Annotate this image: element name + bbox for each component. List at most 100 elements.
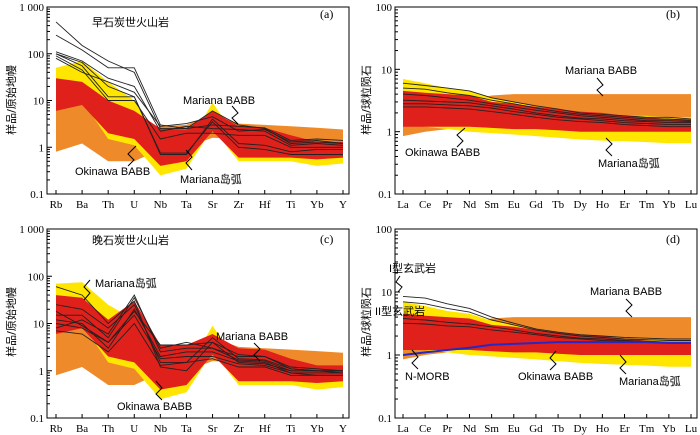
svg-text:Okinawa BABB: Okinawa BABB (518, 371, 593, 383)
x-tick-label-d: Er (619, 423, 630, 435)
svg-text:Mariana岛弧: Mariana岛弧 (598, 156, 660, 170)
x-tick-label-d: Dy (574, 423, 588, 435)
annotation-d-okinawa-babb: Okinawa BABB (518, 350, 593, 383)
x-tick-label-a: Zr (233, 199, 244, 211)
x-tick-label-a: Ta (181, 199, 192, 211)
y-tick-label-a: 0.1 (30, 189, 44, 201)
plot-frame-b (394, 6, 698, 195)
panel-b: 0.1 1 10 100 La Ce Pr Nd Sm Eu Gd Tb Dy Ho Er Tm Yb Lu (b… (359, 2, 698, 211)
y-tick-label-d: 100 (376, 224, 393, 236)
ticks-b: 0.1 1 10 100 La Ce Pr Nd Sm Eu Gd Tb Dy Ho Er Tm Yb Lu (376, 2, 698, 211)
x-tick-label-c: Zr (233, 423, 244, 435)
svg-text:Okinawa BABB: Okinawa BABB (405, 147, 480, 159)
x-tick-label-b: Tb (552, 199, 565, 211)
svg-text:Mariana岛弧: Mariana岛弧 (95, 276, 157, 290)
annotation-d-mariana-babb: Mariana BABB (590, 286, 662, 318)
lines-d (402, 295, 691, 356)
y-tick-label-c: 100 (28, 271, 45, 283)
svg-text:Mariana BABB: Mariana BABB (183, 95, 255, 107)
series-line-d-1 (402, 301, 691, 341)
panel-a-label: (a) (320, 7, 333, 21)
lines-a (55, 21, 344, 155)
x-tick-label-c: Hf (259, 423, 271, 435)
x-tick-label-d: Ho (596, 423, 610, 435)
x-tick-label-d: Tm (639, 423, 655, 435)
series-line-b-5 (403, 106, 691, 128)
series-line-b-2 (402, 93, 692, 123)
x-tick-label-a: Th (102, 199, 115, 211)
annotation-b-okinawa-babb: Okinawa BABB (405, 127, 480, 159)
x-tick-label-b: Ho (596, 199, 610, 211)
svg-text:Mariana BABB: Mariana BABB (216, 331, 288, 343)
panel-a: 0.1 1 10 100 1 000 Rb Ba Th U Nb Ta Sr Zr Hf Ti Yb Y 早石炭… (4, 2, 350, 211)
series-line-a-0 (55, 21, 344, 141)
series-line-b-4 (403, 103, 691, 126)
annotation-b-mariana-babb: Mariana BABB (565, 65, 637, 97)
x-tick-label-c: Y (339, 423, 347, 435)
x-tick-label-d: Tb (552, 423, 565, 435)
svg-text:Okinawa BABB: Okinawa BABB (117, 401, 192, 413)
svg-text:II型玄武岩: II型玄武岩 (375, 304, 425, 318)
x-tick-label-d: Eu (508, 423, 521, 435)
annotation-d-type2-basalt: II型玄武岩 (375, 304, 425, 318)
x-tick-label-b: Pr (442, 199, 452, 211)
x-tick-label-c: Rb (50, 423, 63, 435)
y-tick-label-b: 100 (376, 2, 393, 14)
x-tick-label-a: Hf (259, 199, 271, 211)
x-tick-label-c: Ta (181, 423, 192, 435)
series-line-a-5 (55, 55, 343, 148)
series-line-b-0 (402, 82, 692, 120)
y-tick-label-c: 0.1 (30, 413, 44, 425)
x-tick-label-c: Yb (310, 423, 324, 435)
x-tick-label-b: Er (619, 199, 630, 211)
panel-d-ylabel: 样品/球粒陨石 (359, 287, 373, 357)
x-tick-label-a: Rb (50, 199, 63, 211)
frame-d (394, 228, 698, 419)
x-tick-label-c: Sr (208, 423, 218, 435)
annotation-c-mariana-babb: Mariana BABB (216, 331, 288, 362)
x-tick-label-a: U (130, 199, 138, 211)
x-tick-label-c: Th (102, 423, 115, 435)
y-tick-label-d: 1 (387, 350, 393, 362)
x-tick-label-a: Nb (154, 199, 168, 211)
panel-c-ylabel: 样品/原始地幔 (4, 287, 18, 357)
svg-text:N-MORB: N-MORB (405, 371, 450, 383)
panel-c-title: 晚石炭世火山岩 (92, 233, 169, 247)
x-tick-label-b: Yb (662, 199, 676, 211)
x-tick-label-c: U (130, 423, 138, 435)
x-tick-label-a: Y (339, 199, 347, 211)
series-line-c-5 (55, 294, 344, 374)
x-tick-label-b: La (397, 199, 409, 211)
plot-frame-d (394, 228, 698, 419)
x-tick-label-d: Yb (662, 423, 676, 435)
x-tick-label-b: Dy (574, 199, 588, 211)
x-tick-label-c: Ba (76, 423, 88, 435)
svg-text:Mariana BABB: Mariana BABB (590, 286, 662, 298)
y-tick-label-d: 10 (381, 287, 393, 299)
annotation-d-mariana-arc: Mariana岛弧 (619, 354, 681, 388)
panel-c: 0.1 1 10 100 1 000 Rb Ba Th U Nb Ta Sr Zr Hf Ti Yb Y 晚石炭… (4, 224, 350, 435)
series-line-d-4 (402, 341, 691, 356)
x-tick-label-c: Ti (286, 423, 295, 435)
y-tick-label-c: 1 (39, 366, 45, 378)
panel-b-ylabel: 样品/球粒陨石 (359, 65, 373, 135)
y-tick-label-a: 1 000 (19, 2, 44, 14)
x-tick-label-a: Ba (76, 199, 88, 211)
x-tick-label-d: La (397, 423, 409, 435)
panel-d: 0.1 1 10 100 La Ce Pr Nd Sm Eu Gd Tb Dy Ho Er Tm Yb Lu (d… (359, 224, 698, 435)
y-tick-label-d: 0.1 (378, 413, 392, 425)
series-line-b-3 (402, 99, 691, 124)
x-tick-label-d: Ce (419, 423, 431, 435)
x-tick-label-a: Yb (310, 199, 324, 211)
x-tick-label-d: Lu (685, 423, 698, 435)
series-line-c-6 (55, 322, 343, 376)
fields-c (56, 282, 343, 400)
panel-c-label: (c) (320, 232, 333, 246)
annotation-b-mariana-arc: Mariana岛弧 (598, 137, 660, 170)
series-line-a-6 (55, 57, 344, 144)
series-line-b-1 (402, 87, 692, 122)
x-tick-label-d: Sm (484, 423, 499, 435)
x-tick-label-b: Eu (508, 199, 521, 211)
annotation-d-type1-basalt: I型玄武岩 (389, 261, 436, 293)
